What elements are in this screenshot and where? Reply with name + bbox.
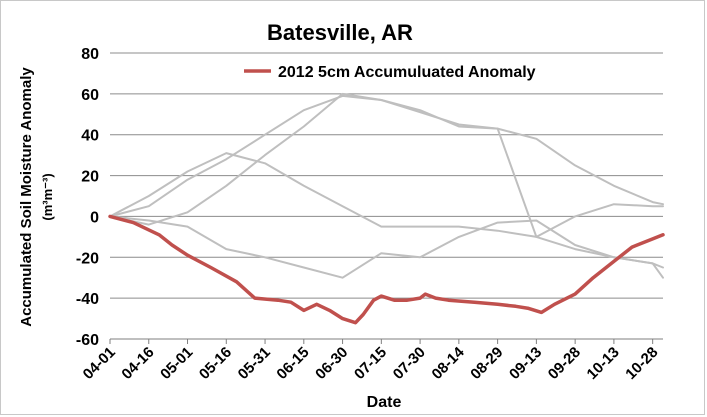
highlight-series-line (108, 214, 665, 325)
legend-label: 2012 5cm Accumuluated Anomaly (278, 64, 536, 81)
x-tick-label: 09-28 (545, 344, 584, 383)
y-tick-label: -20 (76, 250, 99, 267)
y-tick-labels: -60 -40 -20 0 20 40 60 80 (76, 46, 99, 349)
background-series (109, 92, 664, 279)
chart-title: Batesville, AR (267, 20, 413, 45)
y-tick-label: -60 (76, 332, 99, 349)
x-tick-label: 10-28 (622, 344, 661, 383)
y-tick-label: 80 (81, 46, 99, 63)
x-tick-label: 05-16 (196, 344, 235, 383)
x-tick-label: 08-14 (429, 343, 469, 383)
x-tick-label: 05-31 (235, 344, 274, 383)
x-tick-label: 04-16 (118, 344, 157, 383)
x-tick-label: 08-29 (467, 344, 506, 383)
x-tick-label: 04-01 (80, 344, 119, 383)
y-tick-label: 40 (81, 128, 99, 145)
background-series-line (109, 94, 664, 218)
legend: 2012 5cm Accumuluated Anomaly (244, 64, 536, 81)
background-series-line (109, 92, 664, 238)
y-axis-unit: (m³m⁻³) (40, 173, 55, 220)
x-tick-label: 06-15 (273, 344, 312, 383)
x-tick-label: 06-30 (312, 344, 351, 383)
x-tick-label: 10-13 (584, 344, 623, 383)
x-tick-labels: 04-01 04-16 05-01 05-16 05-31 06-15 06-30 07-15… (80, 339, 661, 383)
x-tick-label: 07-15 (351, 344, 390, 383)
x-axis-label: Date (367, 394, 402, 411)
x-tick-label: 09-13 (506, 344, 545, 383)
highlight-series (108, 214, 665, 325)
y-axis-label: Accumulated Soil Moisture Anomaly (18, 67, 35, 327)
background-series-line (109, 152, 664, 279)
y-axis-label-group: Accumulated Soil Moisture Anomaly (m³m⁻³… (18, 67, 55, 327)
x-tick-label: 05-01 (157, 344, 196, 383)
y-tick-label: -40 (76, 291, 99, 308)
y-tick-label: 0 (90, 209, 99, 226)
y-tick-label: 60 (81, 87, 99, 104)
y-tick-label: 20 (81, 169, 99, 186)
background-series-line (109, 215, 664, 279)
x-tick-label: 07-30 (390, 344, 429, 383)
